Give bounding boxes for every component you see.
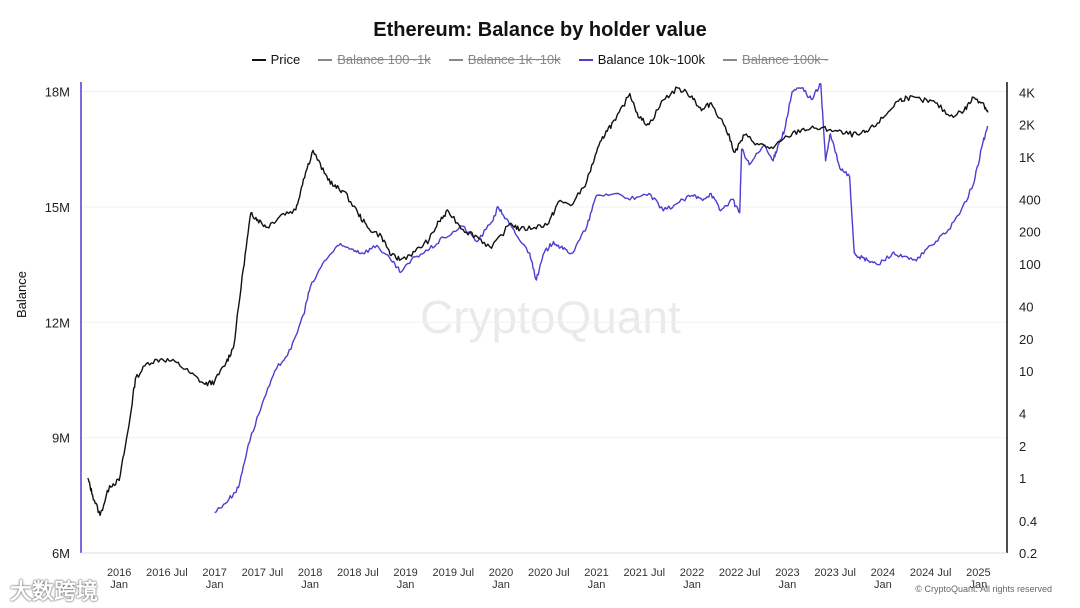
y-right-tick-label: 1K [1019,150,1035,165]
x-tick-label: 2016 Jul [146,567,188,579]
y-right-tick-label: 4K [1019,85,1035,100]
y-right-tick-label: 10 [1019,364,1033,379]
y-right-tick-label: 200 [1019,225,1041,240]
x-tick-sublabel: Jan [206,579,224,591]
legend-item-balance-10k-100k[interactable]: Balance 10k~100k [578,52,706,67]
legend-item-price[interactable]: Price [251,52,301,67]
x-tick-label: 2018 [298,567,322,579]
series-line-balance-10k-100k [214,83,989,514]
series-line-price [87,86,989,516]
legend-label-price: Price [270,52,301,67]
y-right-tick-label: 400 [1019,192,1041,207]
x-tick-label: 2021 Jul [623,567,665,579]
y-right-tick-label: 100 [1019,257,1041,272]
y-right-tick-label: 20 [1019,332,1033,347]
y-right-tick-label: 2K [1019,118,1035,133]
copyright-notice: © CryptoQuant. All rights reserved [915,584,1052,594]
legend-swatch-balance-10k-100k [578,58,593,61]
chart-title: Ethereum: Balance by holder value [373,19,707,41]
x-tick-label: 2019 Jul [433,567,475,579]
x-tick-label: 2020 Jul [528,567,570,579]
x-tick-label: 2017 [202,567,226,579]
x-tick-label: 2024 Jul [910,567,952,579]
x-tick-label: 2022 Jul [719,567,761,579]
x-tick-sublabel: Jan [492,579,510,591]
y-left-tick-label: 12M [45,315,70,330]
x-tick-label: 2023 [775,567,799,579]
x-tick-label: 2022 [680,567,704,579]
x-tick-sublabel: Jan [874,579,892,591]
x-tick-label: 2021 [584,567,608,579]
legend-label-balance-100-1k: Balance 100~1k [337,52,431,67]
legend: Price Balance 100~1k Balance 1k~10k Bala… [0,52,1080,67]
x-tick-label: 2020 [489,567,513,579]
y-right-tick-label: 4 [1019,407,1026,422]
y-right-tick-label: 1 [1019,471,1026,486]
y-right-tick-label: 0.4 [1019,514,1037,529]
x-tick-label: 2018 Jul [337,567,379,579]
x-tick-sublabel: Jan [588,579,606,591]
y-left-tick-label: 15M [45,200,70,215]
x-tick-sublabel: Jan [779,579,797,591]
y-right-tick-label: 40 [1019,300,1033,315]
x-tick-label: 2016 [107,567,131,579]
legend-swatch-balance-100-1k [318,58,333,61]
legend-swatch-balance-1k-10k [448,58,463,61]
watermark: CryptoQuant [420,291,681,343]
legend-label-balance-10k-100k: Balance 10k~100k [597,52,706,67]
x-tick-sublabel: Jan [683,579,701,591]
y-left-tick-label: 6M [52,546,70,561]
legend-item-balance-100-1k[interactable]: Balance 100~1k [318,52,431,67]
x-tick-sublabel: Jan [969,579,987,591]
legend-swatch-balance-100k-plus [723,58,738,61]
y-right-tick-label: 2 [1019,439,1026,454]
x-tick-label: 2023 Jul [814,567,856,579]
x-tick-label: 2019 [393,567,417,579]
x-tick-label: 2024 [871,567,895,579]
y-right-tick-label: 0.2 [1019,546,1037,561]
legend-swatch-price [251,58,266,61]
x-tick-label: 2017 Jul [242,567,284,579]
legend-label-balance-1k-10k: Balance 1k~10k [467,52,561,67]
x-tick-label: 2025 [966,567,990,579]
y-left-tick-label: 18M [45,85,70,100]
x-tick-sublabel: Jan [110,579,128,591]
source-logo: 大数跨境 [10,579,99,604]
legend-item-balance-100k-plus[interactable]: Balance 100k~ [723,52,828,67]
x-tick-sublabel: Jan [301,579,319,591]
legend-label-balance-100k-plus: Balance 100k~ [742,52,829,67]
x-tick-sublabel: Jan [397,579,415,591]
y-left-tick-label: 9M [52,431,70,446]
legend-item-balance-1k-10k[interactable]: Balance 1k~10k [448,52,561,67]
